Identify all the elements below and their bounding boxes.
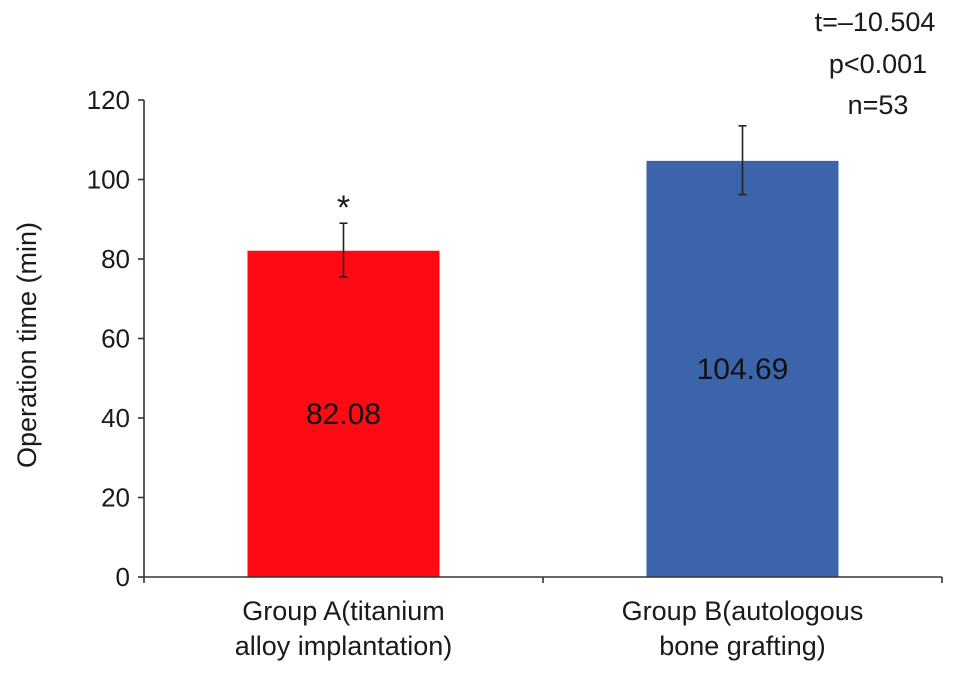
category-label: Group B(autologous — [622, 596, 864, 626]
labels-layer: 82.08 * Group A(titanium alloy implantation… — [235, 189, 864, 661]
y-tick-label: 20 — [101, 483, 130, 513]
category-label: Group A(titanium — [242, 596, 445, 626]
category-label: alloy implantation) — [235, 631, 453, 661]
y-tick-label: 60 — [101, 324, 130, 354]
y-axis-title: Operation time (min) — [12, 222, 42, 468]
significance-asterisk: * — [337, 189, 350, 227]
y-tick-label: 100 — [87, 165, 130, 195]
bar-group-a — [247, 250, 440, 577]
bars-layer — [247, 160, 839, 578]
category-label: bone grafting) — [659, 631, 826, 661]
bar-group-b — [646, 160, 839, 578]
y-tick-label: 80 — [101, 244, 130, 274]
y-tick-label: 120 — [87, 85, 130, 115]
stats-line: n=53 — [848, 90, 909, 120]
stats-line: t=–10.504 — [815, 7, 936, 37]
y-tick-label: 40 — [101, 403, 130, 433]
stats-annotation: t=–10.504 p<0.001 n=53 — [815, 7, 936, 120]
stats-line: p<0.001 — [829, 49, 927, 79]
axes-layer: 0 20 40 60 80 100 120 — [87, 85, 943, 592]
y-tick-label: 0 — [116, 562, 130, 592]
bar-value-label: 82.08 — [306, 398, 381, 431]
bar-value-label: 104.69 — [697, 353, 789, 386]
error-bars-layer — [339, 125, 747, 278]
